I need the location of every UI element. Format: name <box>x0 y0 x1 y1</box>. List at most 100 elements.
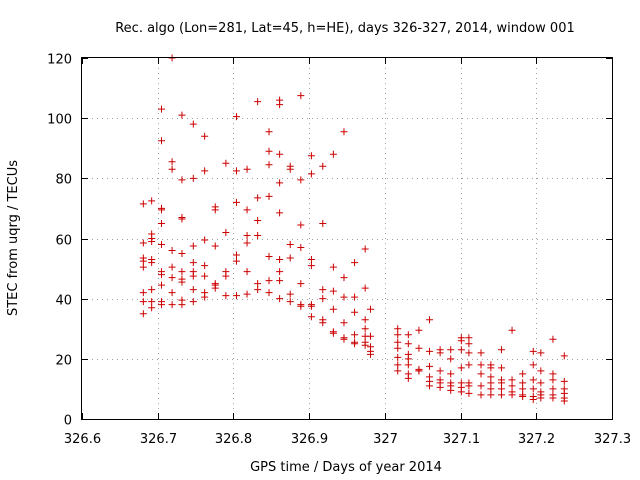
data-point-plus <box>276 277 284 285</box>
data-point-plus <box>265 277 273 285</box>
x-tick-label: 327.3 <box>594 432 631 447</box>
data-point-plus <box>139 257 147 265</box>
data-point-plus <box>265 192 273 200</box>
data-point-plus <box>519 379 527 387</box>
data-point-plus <box>178 176 186 184</box>
data-point-plus <box>519 385 527 393</box>
data-point-plus <box>508 326 516 334</box>
data-point-plus <box>201 262 209 270</box>
data-point-plus <box>549 385 557 393</box>
data-point-plus <box>276 256 284 264</box>
x-tick-label: 326.7 <box>140 432 177 447</box>
data-point-plus <box>465 340 473 348</box>
data-point-plus <box>457 388 465 396</box>
data-point-plus <box>276 179 284 187</box>
data-point-plus <box>497 379 505 387</box>
data-point-plus <box>351 331 359 339</box>
data-point-plus <box>139 289 147 297</box>
data-point-plus <box>447 355 455 363</box>
data-point-plus <box>519 392 527 400</box>
data-point-plus <box>211 284 219 292</box>
data-point-plus <box>243 206 251 214</box>
data-point-plus <box>232 292 240 300</box>
data-point-plus <box>465 349 473 357</box>
data-point-plus <box>222 272 230 280</box>
x-tick-label: 327.2 <box>518 432 555 447</box>
data-point-plus <box>340 274 348 282</box>
data-point-plus <box>254 194 262 202</box>
data-point-plus <box>529 376 537 384</box>
data-point-plus <box>426 347 434 355</box>
data-point-plus <box>497 391 505 399</box>
data-point-plus <box>560 377 568 385</box>
data-point-plus <box>537 349 545 357</box>
data-point-plus <box>394 331 402 339</box>
data-point-plus <box>307 262 315 270</box>
data-point-plus <box>465 334 473 342</box>
data-point-plus <box>139 310 147 318</box>
data-point-plus <box>243 165 251 173</box>
data-point-plus <box>286 165 294 173</box>
data-point-plus <box>158 301 165 309</box>
data-point-plus <box>201 272 209 280</box>
data-point-plus <box>254 280 262 288</box>
data-point-plus <box>361 341 369 349</box>
data-point-plus <box>319 286 327 294</box>
data-point-plus <box>158 219 165 227</box>
data-point-plus <box>487 373 495 381</box>
data-point-plus <box>537 379 545 387</box>
data-point-plus <box>447 386 455 394</box>
data-point-plus <box>178 250 186 258</box>
data-point-plus <box>158 271 165 279</box>
data-point-plus <box>351 259 359 267</box>
data-point-plus <box>404 374 412 382</box>
data-point-plus <box>232 198 240 206</box>
data-point-plus <box>319 319 327 327</box>
data-point-plus <box>201 236 209 244</box>
data-point-plus <box>560 397 568 405</box>
data-point-plus <box>487 385 495 393</box>
chart-title: Rec. algo (Lon=281, Lat=45, h=HE), days … <box>115 21 575 36</box>
data-point-plus <box>276 150 284 158</box>
data-point-plus <box>404 331 412 339</box>
data-point-plus <box>366 305 374 313</box>
data-point-plus <box>436 383 444 391</box>
data-point-plus <box>148 238 156 246</box>
data-point-plus <box>307 302 315 310</box>
data-point-plus <box>158 105 165 113</box>
data-point-plus <box>487 391 495 399</box>
y-tick-label: 60 <box>55 234 72 249</box>
data-point-plus <box>508 382 516 390</box>
plot-frame <box>81 57 613 420</box>
data-point-plus <box>351 340 359 348</box>
data-point-plus <box>329 329 337 337</box>
data-point-plus <box>139 263 147 271</box>
data-point-plus <box>286 254 294 262</box>
data-point-plus <box>254 216 262 224</box>
data-point-plus <box>351 293 359 301</box>
data-point-plus <box>529 385 537 393</box>
data-point-plus <box>307 256 315 264</box>
data-point-plus <box>178 215 186 223</box>
data-point-plus <box>366 332 374 340</box>
data-point-plus <box>148 304 156 312</box>
data-point-plus <box>529 361 537 369</box>
data-point-plus <box>477 349 485 357</box>
data-point-plus <box>497 364 505 372</box>
axis-ticks <box>82 58 613 420</box>
x-tick-label: 327.1 <box>443 432 480 447</box>
x-axis-label: GPS time / Days of year 2014 <box>250 460 442 475</box>
data-point-plus <box>297 221 305 229</box>
data-point-plus <box>178 278 186 286</box>
data-point-plus <box>508 376 516 384</box>
data-point-plus <box>243 239 251 247</box>
data-point-plus <box>477 361 485 369</box>
data-point-plus <box>351 308 359 316</box>
data-point-plus <box>297 92 305 100</box>
data-point-plus <box>457 337 465 345</box>
data-point-plus <box>158 206 165 214</box>
data-point-plus <box>222 292 230 300</box>
data-point-plus <box>158 137 165 145</box>
data-point-plus <box>201 132 209 140</box>
data-point-plus <box>436 349 444 357</box>
